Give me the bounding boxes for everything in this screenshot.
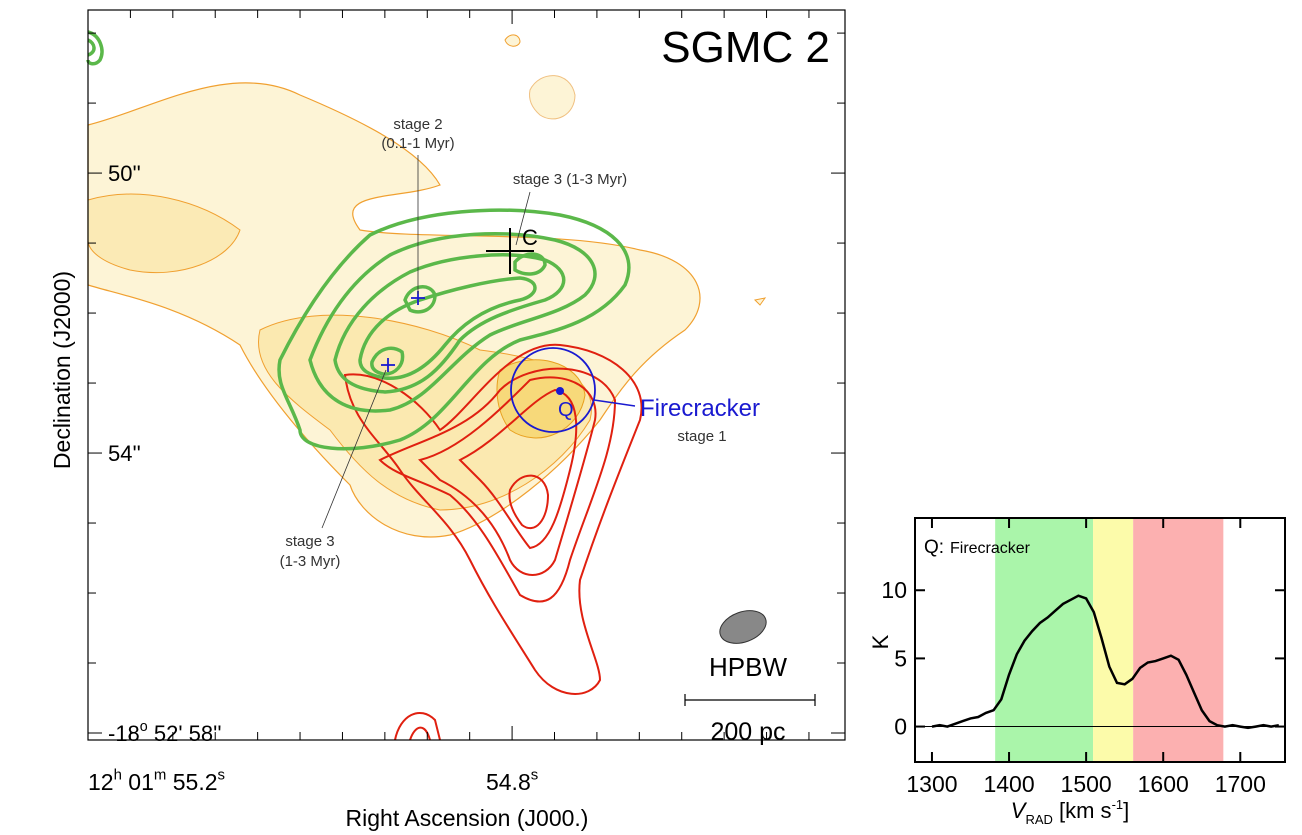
annotation: Q: [924,537,944,558]
tick-label-part: s [531,767,538,784]
spectrum: 1300 1400 1500 1600 1700 0 5 10 [881,518,1285,797]
x-axis-title: Right Ascension (J000.) [346,805,589,831]
band [1093,518,1133,762]
x-axis-title-part: ] [1123,798,1129,823]
annotation: stage 2 [393,116,442,133]
tick-label-part: -18 [108,721,140,746]
tick-label-part: s [218,767,225,784]
green-contour [88,40,94,55]
x-tick-label: 1400 [983,771,1034,797]
tick-label-part: 52' 58'' [148,721,222,746]
y-tick-label: 5 [894,645,907,671]
x-axis-title-part: RAD [1025,812,1052,827]
x-tick-label: 1500 [1061,771,1112,797]
beam [715,605,770,650]
annotation: stage 3 [285,533,334,550]
annotation: (0.1-1 Myr) [381,135,454,152]
tick-label-part: m [154,767,166,784]
tick-label-part: 54.8 [486,769,531,795]
x-tick-label: 1700 [1215,771,1266,797]
y-axis-title: Declination (J2000) [49,271,75,469]
band [1133,518,1223,762]
tick-label-part: 12 [88,769,114,795]
tick-label-part: 01 [122,769,154,795]
x-tick-label: 1300 [906,771,957,797]
tick-label-part: 55.2 [166,769,217,795]
map-title: SGMC 2 [661,23,830,72]
red-contour [395,713,440,740]
annotation: 200 pc [710,718,785,746]
annotation: (1-3 Myr) [280,553,341,570]
tick-label: 54'' [108,441,141,466]
tick-label: 12h 01m 55.2s [88,767,225,795]
tick-label: 50'' [108,161,141,186]
annotation: stage 3 (1-3 Myr) [513,171,627,188]
orange-contour [505,35,520,46]
tick-label: 54.8s [486,767,538,795]
tick-label-part: 50'' [108,161,141,186]
annotation: C [522,225,538,250]
annotation: Firecracker [950,540,1031,557]
tick-label-part: o [140,719,148,735]
x-tick-label: 1600 [1138,771,1189,797]
x-axis-title-part: [km s [1053,798,1112,823]
orange-contour [529,76,575,119]
annotation: stage 1 [677,428,726,445]
firecracker-dot [556,387,564,395]
tick-label-part: 54'' [108,441,141,466]
y-tick-label: 10 [881,577,907,603]
page: SGMC 2 stage 2 (0.1-1 Myr) stage 3 (1-3 … [0,0,1302,835]
x-axis-title: VRAD [km s-1] [1011,797,1130,827]
tick-label-part: h [114,767,122,784]
tick-label: -18o 52' 58'' [108,719,222,746]
orange-contour [755,298,765,305]
annotation: HPBW [709,652,787,682]
annotation: Q [558,399,574,421]
annotation: Firecracker [640,395,760,422]
figure: SGMC 2 stage 2 (0.1-1 Myr) stage 3 (1-3 … [0,0,1302,835]
y-tick-label: 0 [894,714,907,740]
y-axis-title: K [868,634,893,649]
x-axis-title-part: -1 [1112,797,1124,812]
